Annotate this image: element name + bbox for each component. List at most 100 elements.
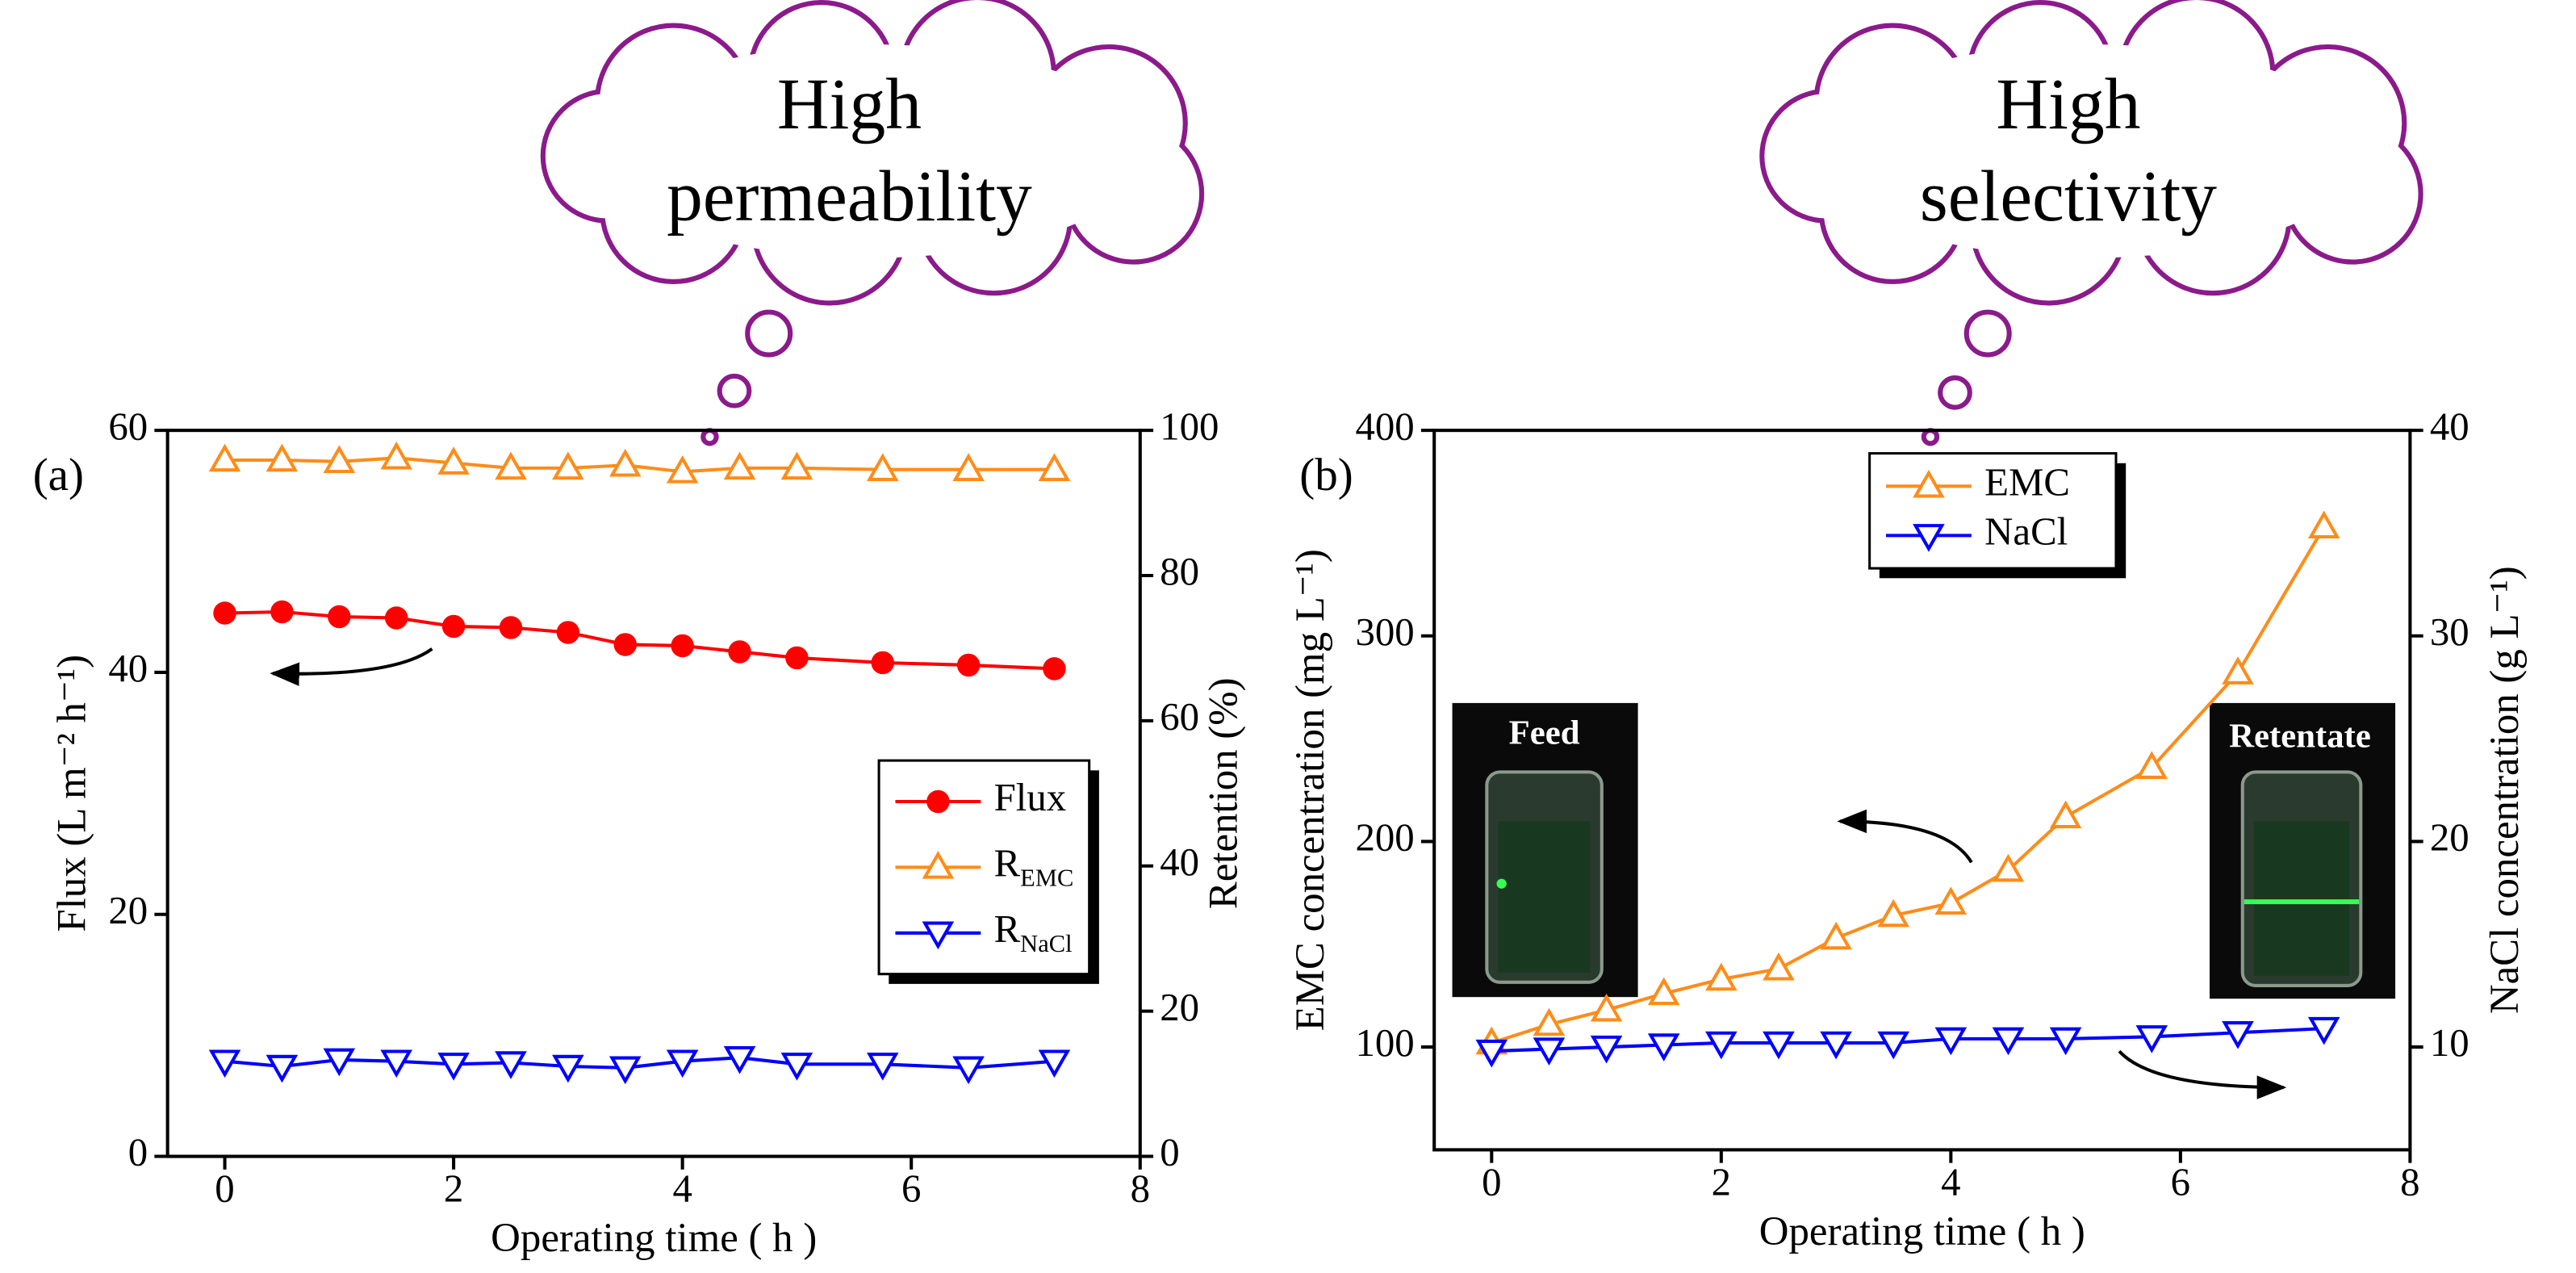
y-tick-label: 100 <box>1355 1020 1414 1065</box>
marker <box>556 621 580 644</box>
y2-tick-label: 100 <box>1160 404 1219 448</box>
y-tick-label: 60 <box>108 404 148 448</box>
marker <box>1038 453 1071 481</box>
series-line <box>224 1056 1055 1070</box>
marker <box>384 606 408 630</box>
plot-frame <box>165 429 1142 1158</box>
marker <box>1934 1027 1968 1056</box>
marker <box>728 640 751 664</box>
inset-label: Feed <box>1509 714 1580 752</box>
marker <box>495 1051 527 1079</box>
marker <box>1820 921 1852 950</box>
marker <box>608 1056 642 1085</box>
marker <box>866 1053 899 1081</box>
series-line <box>1491 526 2326 1045</box>
marker <box>780 1053 813 1081</box>
marker <box>323 445 356 474</box>
x-tick-label: 8 <box>2400 1159 2419 1204</box>
marker <box>552 1054 584 1083</box>
marker <box>1705 962 1738 991</box>
marker <box>1877 1031 1910 1060</box>
marker <box>2222 1020 2254 1049</box>
marker <box>926 789 950 814</box>
marker <box>1913 469 1945 498</box>
marker <box>666 455 699 484</box>
marker <box>780 451 813 480</box>
marker <box>1913 524 1945 552</box>
x-tick-label: 8 <box>1131 1166 1150 1211</box>
marker <box>723 1045 756 1074</box>
marker <box>1763 952 1795 981</box>
x-tick-label: 4 <box>672 1166 692 1211</box>
x-tick-label: 4 <box>1941 1159 1960 1204</box>
marker <box>785 646 809 670</box>
callout-text: permeability <box>667 157 1032 237</box>
x-tick-label: 0 <box>215 1166 234 1211</box>
marker <box>1533 1037 1566 1066</box>
marker <box>270 600 294 624</box>
plot-frame <box>1432 429 2412 1152</box>
marker <box>1934 886 1968 915</box>
marker <box>866 453 899 481</box>
legend-label: NaCl <box>1984 509 2068 554</box>
y2-tick-label: 30 <box>2430 609 2469 654</box>
marker <box>1877 898 1910 928</box>
marker <box>952 1056 985 1085</box>
marker <box>952 453 985 481</box>
marker <box>956 653 981 677</box>
callout-b: High selectivity <box>1759 0 2423 446</box>
marker <box>2049 1027 2082 1056</box>
legend-label: EMC <box>1984 460 2070 505</box>
callout-text: High <box>1996 65 2140 144</box>
marker <box>723 451 756 480</box>
y-tick-label: 0 <box>128 1130 148 1175</box>
legend-name: Flux <box>994 775 1067 819</box>
marker <box>380 441 412 470</box>
legend-label: Flux <box>994 775 1067 819</box>
panel-label: (a) <box>33 450 84 500</box>
marker <box>380 1049 412 1078</box>
inset-feed: Feed <box>1452 702 1638 998</box>
marker <box>441 614 466 639</box>
marker <box>2049 800 2082 829</box>
marker <box>1820 1031 1852 1060</box>
marker <box>871 651 895 675</box>
marker <box>613 633 638 656</box>
y-tick-label: 200 <box>1355 815 1414 860</box>
x-tick-label: 6 <box>901 1166 921 1211</box>
marker <box>1475 1039 1508 1068</box>
marker <box>495 451 527 480</box>
legend-name: EMC <box>1984 460 2070 505</box>
y2-axis-label: Retention (%) <box>1201 677 1246 909</box>
y-axis-label: EMC concentration (mg L⁻¹) <box>1288 549 1333 1031</box>
marker <box>328 605 351 629</box>
marker <box>266 443 299 472</box>
y-tick-label: 20 <box>108 888 148 932</box>
y-tick-label: 40 <box>108 646 148 690</box>
marker <box>666 1049 699 1078</box>
marker <box>552 451 584 480</box>
legend-subscript: NaCl <box>1020 930 1072 957</box>
y2-tick-label: 80 <box>1160 549 1199 593</box>
marker <box>1043 657 1066 680</box>
marker <box>608 448 642 477</box>
marker <box>499 616 523 639</box>
marker <box>437 1053 470 1081</box>
marker <box>1992 853 2025 882</box>
y2-tick-label: 60 <box>1160 694 1199 739</box>
legend-subscript: EMC <box>1020 865 1073 892</box>
marker <box>323 1048 356 1077</box>
marker <box>213 601 236 625</box>
marker <box>1763 1031 1795 1060</box>
callout-a: High permeability <box>540 0 1205 446</box>
marker <box>671 634 694 658</box>
x-axis-label: Operating time ( h ) <box>1759 1209 2085 1254</box>
marker <box>1533 1007 1566 1036</box>
y2-tick-label: 0 <box>1160 1130 1179 1175</box>
x-tick-label: 0 <box>1482 1159 1501 1204</box>
marker <box>2135 751 2168 779</box>
panel-label: (b) <box>1299 450 1353 500</box>
